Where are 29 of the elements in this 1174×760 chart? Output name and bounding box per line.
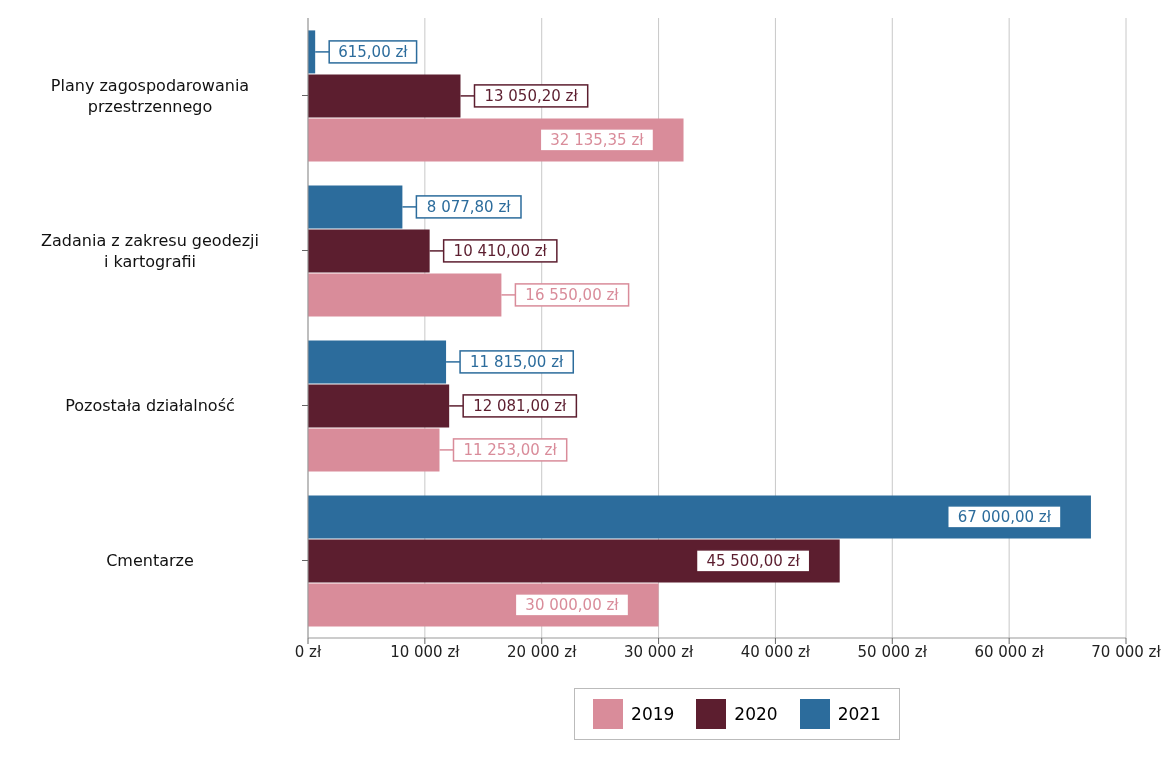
x-tick-label: 10 000 zł bbox=[390, 642, 461, 661]
x-tick-label: 40 000 zł bbox=[740, 642, 811, 661]
legend-label: 2021 bbox=[837, 704, 881, 724]
data-label: 11 815,00 zł bbox=[470, 352, 565, 371]
data-label: 45 500,00 zł bbox=[706, 551, 801, 570]
x-tick-label: 70 000 zł bbox=[1091, 642, 1162, 661]
x-tick-label: 0 zł bbox=[294, 642, 322, 661]
x-tick-label: 30 000 zł bbox=[623, 642, 694, 661]
x-tick-label: 50 000 zł bbox=[857, 642, 928, 661]
data-label: 16 550,00 zł bbox=[525, 285, 620, 304]
bar bbox=[308, 539, 840, 583]
y-tick-label: Cmentarze bbox=[106, 550, 194, 570]
legend-label: 2020 bbox=[734, 704, 778, 724]
data-label: 32 135,35 zł bbox=[550, 130, 645, 149]
data-label: 615,00 zł bbox=[338, 42, 409, 61]
data-label: 11 253,00 zł bbox=[463, 440, 558, 459]
data-label: 13 050,20 zł bbox=[484, 86, 579, 105]
bar bbox=[308, 495, 1091, 539]
data-label: 8 077,80 zł bbox=[426, 197, 512, 216]
y-tick-label: Zadania z zakresu geodezji i kartografii bbox=[41, 230, 259, 271]
y-tick-label: Pozostała działalność bbox=[65, 395, 235, 415]
x-tick-label: 20 000 zł bbox=[507, 642, 578, 661]
legend-label: 2019 bbox=[631, 704, 675, 724]
y-tick-label: Plany zagospodarowania przestrzennego bbox=[50, 75, 250, 116]
data-label: 12 081,00 zł bbox=[473, 396, 568, 415]
data-label: 10 410,00 zł bbox=[453, 241, 548, 260]
data-label: 30 000,00 zł bbox=[525, 595, 620, 614]
data-label: 67 000,00 zł bbox=[957, 507, 1052, 526]
x-tick-label: 60 000 zł bbox=[974, 642, 1045, 661]
